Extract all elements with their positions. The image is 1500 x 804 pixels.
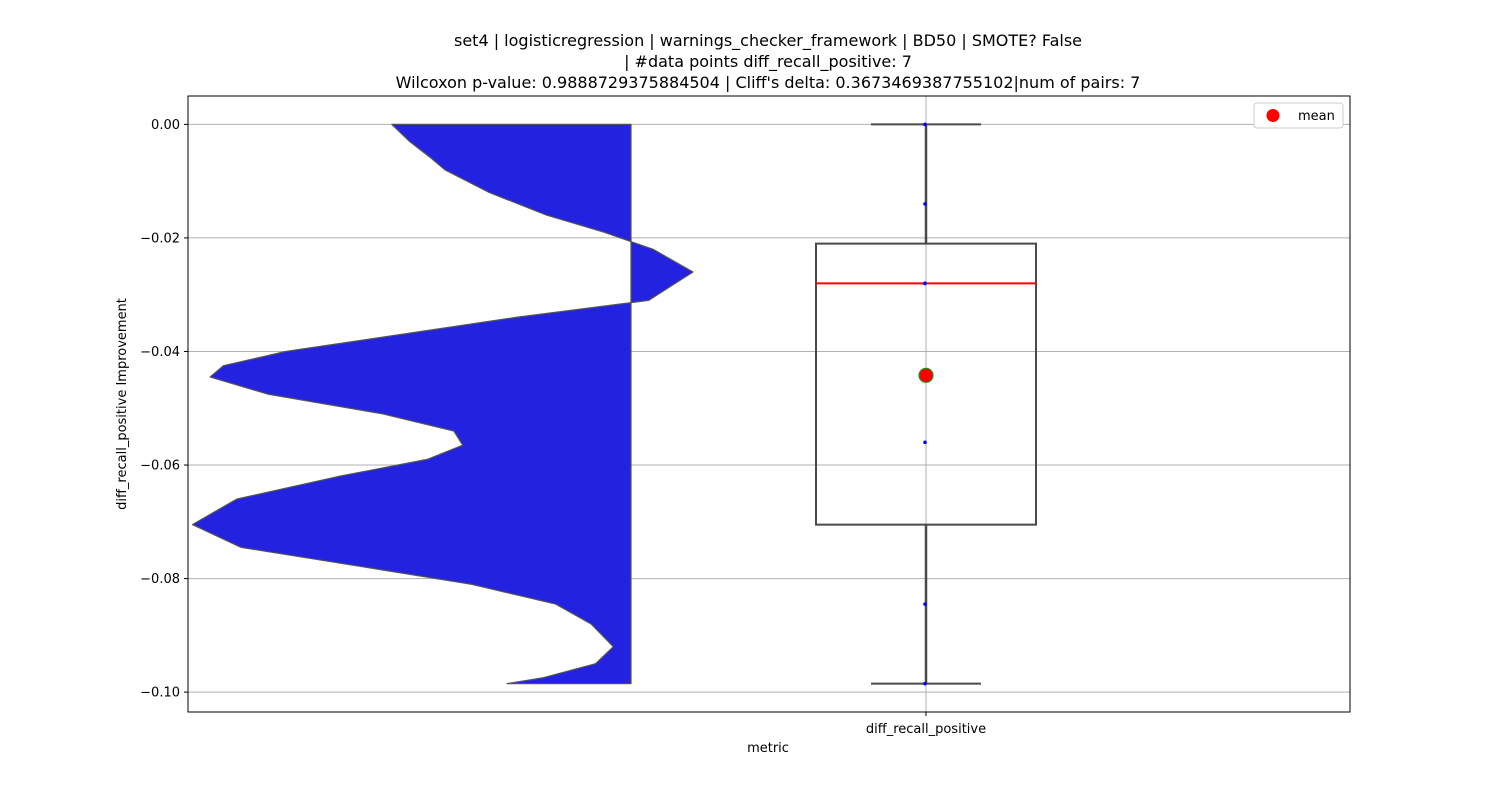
data-point [923,281,927,286]
data-point [923,602,927,606]
y-tick-label: −0.08 [140,572,180,587]
box-iqr-rect [815,242,1037,526]
violin-plot [191,123,694,685]
y-tick-label: −0.02 [140,231,180,246]
data-point [923,122,927,127]
legend-mean-marker-icon [1266,109,1280,122]
plot-frame [187,95,1351,713]
chart-legend: mean [1253,102,1344,129]
y-tick-label: −0.06 [140,459,180,474]
y-axis: 0.00 −0.02 −0.04 −0.06 −0.08 −0.10 [140,118,188,701]
chart-title-line-2: | #data points diff_recall_positive: 7 [624,52,912,72]
legend-mean-label: mean [1298,109,1335,124]
violin-body [191,123,694,685]
y-tick-label: −0.04 [140,345,180,360]
x-axis: diff_recall_positive [866,712,986,737]
x-tick-label: diff_recall_positive [866,722,986,737]
y-tick-label: −0.10 [140,686,180,701]
data-point [923,681,927,686]
x-axis-label: metric [747,741,789,756]
mean-markers [918,367,934,383]
chart-title-line-1: set4 | logisticregression | warnings_che… [454,31,1082,51]
chart-title: set4 | logisticregression | warnings_che… [396,31,1141,92]
legend-frame [1253,102,1344,129]
y-axis-label: diff_recall_positive Improvement [115,298,130,510]
chart-title-line-3: Wilcoxon p-value: 0.9888729375884504 | C… [396,73,1141,92]
mean-marker [918,367,934,383]
data-point [923,440,927,445]
y-tick-label: 0.00 [151,118,180,133]
data-points [923,122,927,686]
data-point [923,202,927,206]
